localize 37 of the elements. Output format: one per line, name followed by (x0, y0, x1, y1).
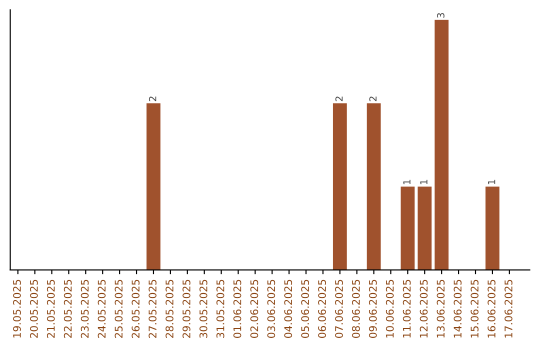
x-tick-label: 13.06.2025 (436, 280, 445, 338)
x-tick-label: 14.06.2025 (454, 280, 462, 338)
x-tick-label: 28.05.2025 (166, 280, 174, 338)
data-label: 2 (369, 96, 376, 102)
x-tick-label: 06.06.2025 (318, 280, 326, 338)
x-tick-label: 02.06.2025 (250, 280, 258, 338)
data-label: 1 (420, 180, 428, 184)
x-tick-label: 15.06.2025 (470, 280, 479, 338)
x-tick-label: 31.05.2025 (216, 280, 224, 338)
x-tick-label: 29.05.2025 (182, 280, 190, 338)
x-tick-label: 07.06.2025 (335, 280, 343, 338)
x-tick-label: 30.05.2025 (199, 280, 208, 338)
x-tick-label: 10.06.2025 (386, 280, 394, 338)
x-tick-label: 16.06.2025 (488, 280, 496, 338)
x-tick-label: 11.06.2025 (402, 280, 411, 338)
x-tick-label: 01.06.2025 (233, 280, 242, 338)
data-label: 1 (403, 180, 410, 184)
data-label: 2 (335, 96, 343, 102)
x-tick-label: 21.05.2025 (46, 280, 55, 338)
x-tick-label: 19.05.2025 (13, 280, 21, 338)
x-tick-label: 03.06.2025 (267, 280, 276, 338)
x-tick-label: 08.06.2025 (352, 280, 360, 338)
data-label: 3 (437, 13, 444, 18)
data-label: 2 (148, 96, 156, 102)
x-tick-label: 25.05.2025 (114, 280, 123, 338)
x-tick-label: 17.06.2025 (504, 280, 512, 338)
x-tick-label: 26.05.2025 (132, 280, 140, 338)
x-tick-label: 23.05.2025 (80, 280, 89, 338)
x-tick-label: 20.05.2025 (30, 280, 38, 338)
x-tick-label: 27.05.2025 (148, 280, 156, 338)
x-tick-label: 12.06.2025 (420, 280, 428, 338)
x-tick-label: 24.05.2025 (98, 280, 106, 338)
x-tick-label: 05.06.2025 (301, 280, 310, 338)
x-tick-label: 04.06.2025 (284, 280, 292, 338)
x-tick-label: 22.05.2025 (64, 280, 72, 338)
x-tick-label: 09.06.2025 (368, 280, 377, 338)
data-label: 1 (488, 180, 496, 184)
